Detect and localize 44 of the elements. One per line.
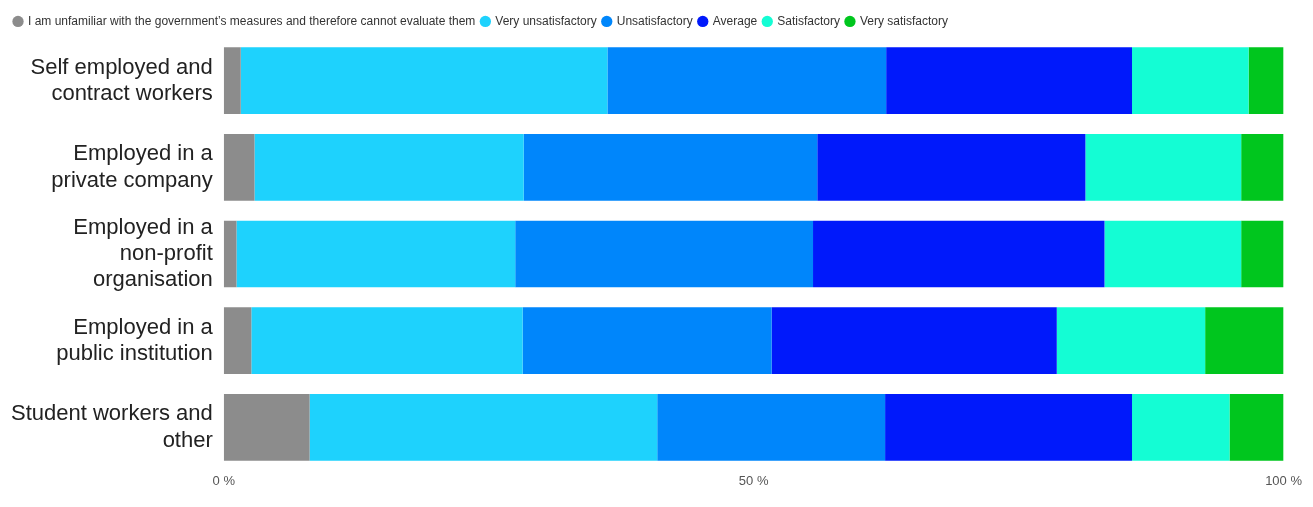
- legend-label: Very unsatisfactory: [495, 13, 597, 28]
- bar: [223, 307, 252, 374]
- bar: [1056, 307, 1206, 374]
- bar: [1085, 134, 1242, 201]
- bar: [523, 134, 818, 201]
- y-tick-label: Employed in a non-profit organisation: [73, 213, 214, 292]
- bar: [1132, 47, 1249, 115]
- y-tick-label: Student workers and other: [11, 400, 213, 452]
- bar: [522, 307, 772, 374]
- bar: [813, 220, 1105, 288]
- bar: [657, 393, 886, 461]
- bar: [251, 307, 523, 374]
- legend-label: I am unfamiliar with the government’s measures and therefore cannot evaluate them: [28, 13, 476, 28]
- legend-label: Very satisfactory: [859, 13, 948, 28]
- bar: [236, 220, 516, 288]
- y-tick-label: Employed in a private company: [51, 140, 214, 192]
- bar: [886, 47, 1133, 115]
- y-tick-label: Self employed and contract workers: [30, 53, 213, 105]
- bar: [1205, 307, 1284, 374]
- bar: [309, 393, 658, 461]
- bar: [1132, 393, 1230, 461]
- bar: [885, 393, 1133, 461]
- bar: [1229, 393, 1284, 461]
- legend-label: Unsatisfactory: [616, 13, 693, 28]
- bar: [1248, 47, 1284, 115]
- legend-label: Satisfactory: [777, 13, 840, 28]
- bar: [1241, 134, 1284, 201]
- x-tick-label: 50 %: [738, 472, 769, 488]
- bar: [1104, 220, 1242, 288]
- bar: [223, 393, 310, 461]
- y-tick-label: Employed in a public institution: [56, 313, 214, 365]
- legend-label: Average: [712, 13, 758, 28]
- bar: [1241, 220, 1284, 288]
- bar: [223, 134, 255, 201]
- x-tick-label: 100 %: [1265, 472, 1303, 488]
- bar: [240, 47, 608, 115]
- bar: [254, 134, 524, 201]
- x-tick-label: 0 %: [212, 472, 236, 488]
- bar: [771, 307, 1057, 374]
- bar: [223, 220, 237, 288]
- bar: [515, 220, 814, 288]
- bar: [223, 47, 241, 115]
- bar: [607, 47, 887, 115]
- bar: [817, 134, 1086, 201]
